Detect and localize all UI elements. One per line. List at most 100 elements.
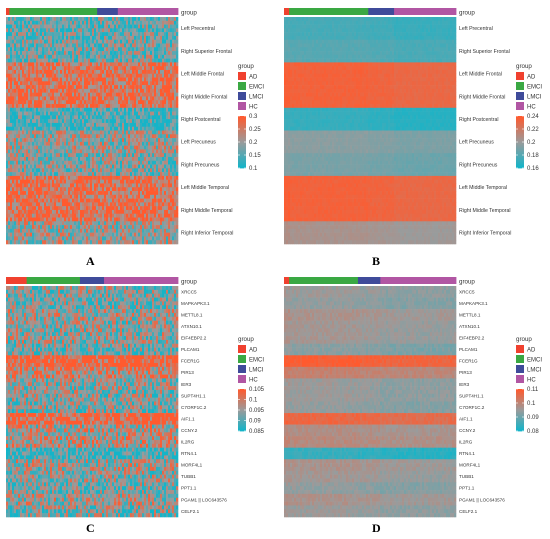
heatmap-cell	[102, 100, 105, 105]
heatmap-cell	[156, 168, 159, 173]
heatmap-cell	[134, 160, 137, 165]
heatmap-cell	[72, 164, 75, 169]
heatmap-cell	[8, 24, 11, 29]
heatmap-cell	[64, 141, 67, 146]
heatmap-cell	[126, 69, 129, 75]
heatmap-cell	[78, 156, 81, 162]
heatmap-cell	[164, 43, 167, 48]
heatmap-cell	[28, 81, 31, 86]
heatmap-cell	[168, 194, 171, 199]
heatmap-cell	[64, 17, 67, 22]
heatmap-cell	[152, 130, 155, 135]
heatmap-cell	[76, 69, 79, 75]
heatmap-cell	[62, 213, 65, 218]
heatmap-cell	[58, 126, 61, 131]
heatmap-cell	[62, 69, 65, 75]
heatmap-cell	[126, 107, 129, 112]
heatmap-cell	[26, 202, 29, 207]
heatmap-cell	[42, 81, 45, 86]
heatmap-cell	[34, 77, 37, 82]
heatmap-cell	[20, 187, 23, 192]
heatmap-cell	[50, 81, 53, 86]
heatmap-cell	[92, 88, 95, 93]
heatmap-cell	[24, 39, 27, 44]
heatmap-cell	[28, 69, 31, 75]
heatmap-cell	[110, 73, 113, 78]
heatmap-cell	[68, 153, 71, 158]
heatmap-cell	[160, 43, 163, 48]
heatmap-cell	[174, 156, 177, 162]
heatmap-cell	[52, 66, 55, 71]
heatmap-cell	[82, 47, 85, 52]
heatmap-cell	[26, 51, 29, 56]
heatmap-cell	[174, 134, 177, 139]
heatmap-cell	[8, 20, 11, 25]
heatmap-cell	[66, 100, 69, 105]
heatmap-cell	[28, 191, 31, 196]
heatmap-cell	[138, 209, 141, 215]
heatmap-cell	[112, 115, 115, 120]
heatmap-cell	[42, 183, 45, 188]
heatmap-cell	[100, 20, 103, 25]
heatmap-cell	[150, 104, 153, 109]
heatmap-cell	[90, 126, 93, 131]
heatmap-cell	[152, 209, 155, 215]
heatmap-cell	[12, 107, 15, 112]
heatmap-cell	[88, 202, 91, 207]
heatmap-cell	[70, 77, 73, 82]
heatmap-cell	[28, 175, 31, 180]
heatmap-cell	[114, 104, 117, 109]
heatmap-cell	[84, 115, 87, 120]
heatmap-cell	[22, 141, 25, 146]
heatmap-cell	[152, 225, 155, 230]
heatmap-cell	[162, 51, 165, 56]
heatmap-cell	[30, 47, 33, 52]
heatmap-cell	[156, 47, 159, 52]
heatmap-cell	[40, 183, 43, 188]
heatmap-cell	[98, 92, 101, 97]
heatmap-cell	[38, 58, 41, 63]
heatmap-cell	[16, 85, 19, 90]
heatmap-cell	[170, 156, 173, 162]
heatmap-cell	[102, 88, 105, 93]
heatmap-cell	[136, 187, 139, 192]
heatmap-cell	[32, 24, 35, 29]
heatmap-cell	[14, 69, 17, 75]
heatmap-cell	[138, 122, 141, 128]
heatmap-cell	[6, 96, 9, 101]
heatmap-cell	[142, 77, 145, 82]
heatmap-cell	[136, 100, 139, 105]
heatmap-cell	[54, 115, 57, 120]
heatmap-cell	[64, 217, 67, 222]
heatmap-cell	[32, 54, 35, 59]
heatmap-cell	[74, 100, 77, 105]
heatmap-cell	[138, 228, 141, 233]
heatmap-cell	[54, 191, 57, 196]
heatmap-cell	[164, 28, 167, 33]
heatmap-cell	[100, 104, 103, 109]
heatmap-cell	[166, 206, 169, 211]
heatmap-cell	[102, 175, 105, 180]
heatmap-cell	[26, 209, 29, 215]
heatmap-cell	[48, 183, 51, 188]
heatmap-cell	[90, 228, 93, 233]
heatmap-cell	[40, 141, 43, 146]
heatmap-cell	[156, 107, 159, 112]
heatmap-cell	[96, 58, 99, 63]
heatmap-cell	[164, 213, 167, 218]
heatmap-cell	[56, 141, 59, 146]
heatmap-cell	[122, 213, 125, 218]
heatmap-cell	[152, 153, 155, 158]
heatmap-cell	[100, 51, 103, 56]
heatmap-cell	[174, 92, 177, 97]
heatmap-cell	[78, 209, 81, 215]
heatmap-cell	[12, 126, 15, 131]
heatmap-cell	[148, 183, 151, 188]
heatmap-cell	[14, 225, 17, 230]
heatmap-cell	[72, 191, 75, 196]
heatmap-cell	[120, 20, 123, 25]
heatmap-cell	[104, 81, 107, 86]
heatmap-cell	[28, 66, 31, 71]
heatmap-cell	[142, 100, 145, 105]
heatmap-cell	[158, 39, 161, 44]
